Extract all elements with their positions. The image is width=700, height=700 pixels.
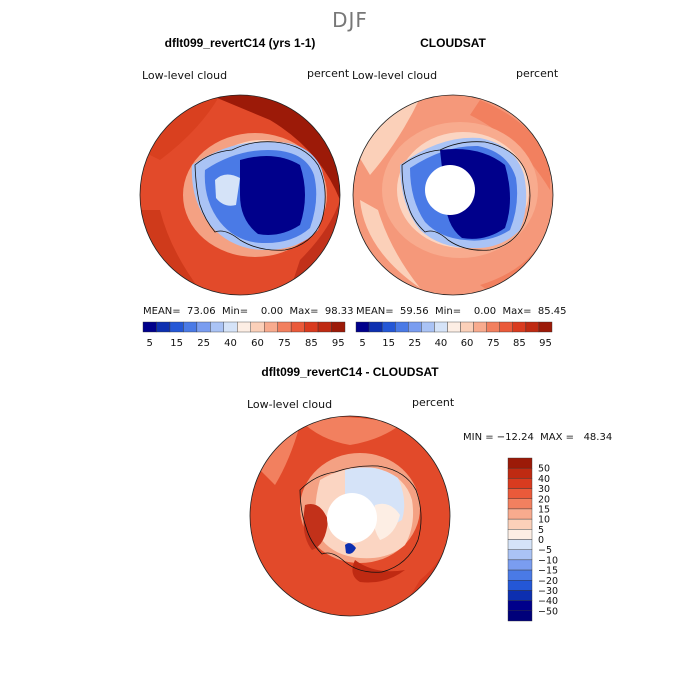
colorbar-1-tick-label: 95	[332, 338, 345, 349]
absolute-colorbars: 5 15 25 40 60 75 85 95 5 15 25 40 60 75 85 95	[142, 321, 553, 349]
figure-title: DJF	[332, 8, 368, 32]
colorbar-1-tick-label: 25	[197, 338, 210, 349]
diff-colorbar-tick-label: 10	[538, 515, 550, 526]
diff-colorbar-tick-label: 20	[538, 494, 550, 505]
colorbar-1-swatch	[156, 321, 171, 333]
colorbar-2-swatch	[473, 321, 487, 333]
diff-colorbar-swatch	[507, 569, 533, 581]
colorbar-1-swatch	[250, 321, 265, 333]
panel-2-stats: MEAN= 59.56 Min= 0.00 Max= 85.45	[356, 306, 567, 317]
colorbar-2-tick-label: 60	[461, 338, 474, 349]
panel-2-title: CLOUDSAT	[420, 36, 486, 50]
antarctica-coastline-2	[401, 141, 531, 251]
panel-1-stats: MEAN= 73.06 Min= 0.00 Max= 98.33	[143, 306, 354, 317]
colorbar-2-swatch	[447, 321, 461, 333]
colorbar-1-swatch	[237, 321, 251, 333]
colorbar-2-tick-label: 95	[539, 338, 552, 349]
colorbar-1-swatch	[183, 321, 198, 333]
colorbar-1-swatch	[331, 321, 346, 333]
panel-3-title: dflt099_revertC14 - CLOUDSAT	[261, 365, 439, 379]
diff-colorbar-swatch	[507, 529, 533, 540]
diff-colorbar-tick-label: −40	[538, 596, 558, 607]
panel-3-variable: Low-level cloud	[247, 398, 333, 411]
diff-colorbar-tick-label: −10	[538, 555, 558, 566]
diff-colorbar-swatch	[507, 457, 533, 469]
colorbar-2-swatch	[381, 321, 396, 333]
diff-colorbar-tick-label: 40	[538, 474, 550, 485]
colorbar-1-swatch	[223, 321, 238, 333]
panel-2-variable: Low-level cloud	[352, 69, 438, 82]
diff-colorbar-swatch	[507, 580, 533, 591]
diff-colorbar-swatch	[507, 590, 533, 601]
panel-3-units: percent	[412, 396, 455, 409]
colorbar-1-swatch	[196, 321, 211, 333]
diff-colorbar-swatch	[507, 549, 533, 561]
colorbar-2-swatch	[368, 321, 383, 333]
diff-colorbar-tick-label: 15	[538, 504, 550, 515]
colorbar-1-tick-label: 85	[305, 338, 318, 349]
panel-1-variable: Low-level cloud	[142, 69, 228, 82]
diff-colorbar-swatch	[507, 518, 533, 530]
diff-colorbar-swatch	[507, 539, 533, 550]
panel-3-stats: MIN = −12.24 MAX = 48.34	[463, 432, 613, 443]
colorbar-2-tick-label: 5	[359, 338, 365, 349]
colorbar-1-swatch	[210, 321, 224, 333]
diff-colorbar-tick-label: −20	[538, 576, 558, 587]
colorbar-1-tick-label: 15	[170, 338, 183, 349]
colorbar-1-swatch	[277, 321, 292, 333]
colorbar-2-tick-label: 25	[408, 338, 421, 349]
diff-colorbar-swatch	[507, 478, 533, 489]
colorbar-1-swatch	[317, 321, 332, 333]
diff-colorbar-tick-label: 30	[538, 484, 550, 495]
diff-colorbar-swatch	[507, 467, 533, 479]
map-panel-1	[140, 95, 340, 295]
colorbar-2-tick-label: 15	[382, 338, 395, 349]
colorbar-1-swatch	[304, 321, 319, 333]
colorbar-2-tick-label: 75	[487, 338, 500, 349]
panel-1-units: percent	[307, 67, 350, 80]
colorbar-2-swatch	[525, 321, 540, 333]
colorbar-1-tick-label: 40	[224, 338, 237, 349]
colorbar-2-swatch	[421, 321, 435, 333]
colorbar-2-swatch	[408, 321, 422, 333]
colorbar-2-swatch	[434, 321, 448, 333]
diff-colorbar-tick-label: 5	[538, 525, 544, 536]
colorbar-1-swatch	[142, 321, 157, 333]
diff-colorbar-swatch	[507, 559, 533, 571]
diff-colorbar-swatch	[507, 600, 533, 612]
diff-colorbar-swatch	[507, 610, 533, 622]
diff-colorbar-tick-label: 50	[538, 464, 550, 475]
colorbar-1-tick-label: 60	[251, 338, 264, 349]
colorbar-2-swatch	[355, 321, 370, 333]
colorbar-2-swatch	[512, 321, 527, 333]
antarctica-coastline-1	[194, 141, 326, 251]
colorbar-2-tick-label: 85	[513, 338, 526, 349]
diff-colorbar-tick-label: −30	[538, 586, 558, 597]
panel-1-title: dflt099_revertC14 (yrs 1-1)	[164, 36, 316, 50]
diff-colorbar-swatch	[507, 498, 533, 510]
colorbar-2-swatch	[499, 321, 514, 333]
antarctica-coastline-3	[299, 465, 422, 573]
colorbar-1-tick-label: 75	[278, 338, 291, 349]
colorbar-2-swatch	[395, 321, 409, 333]
diff-colorbar-tick-label: −50	[538, 606, 558, 617]
diff-colorbar-swatch	[507, 488, 533, 499]
colorbar-2-swatch	[538, 321, 553, 333]
colorbar-1-swatch	[290, 321, 305, 333]
diff-colorbar-tick-label: 0	[538, 535, 544, 546]
diff-colorbar-tick-label: −15	[538, 566, 558, 577]
diff-colorbar-tick-label: −5	[538, 545, 552, 556]
colorbar-2-swatch	[486, 321, 500, 333]
colorbar-1-swatch	[169, 321, 184, 333]
colorbar-2-tick-label: 40	[435, 338, 448, 349]
colorbar-1-tick-label: 5	[147, 338, 153, 349]
diff-colorbar-swatch	[507, 508, 533, 520]
colorbar-2-swatch	[460, 321, 474, 333]
panel-2-units: percent	[516, 67, 559, 80]
colorbar-1-swatch	[264, 321, 278, 333]
